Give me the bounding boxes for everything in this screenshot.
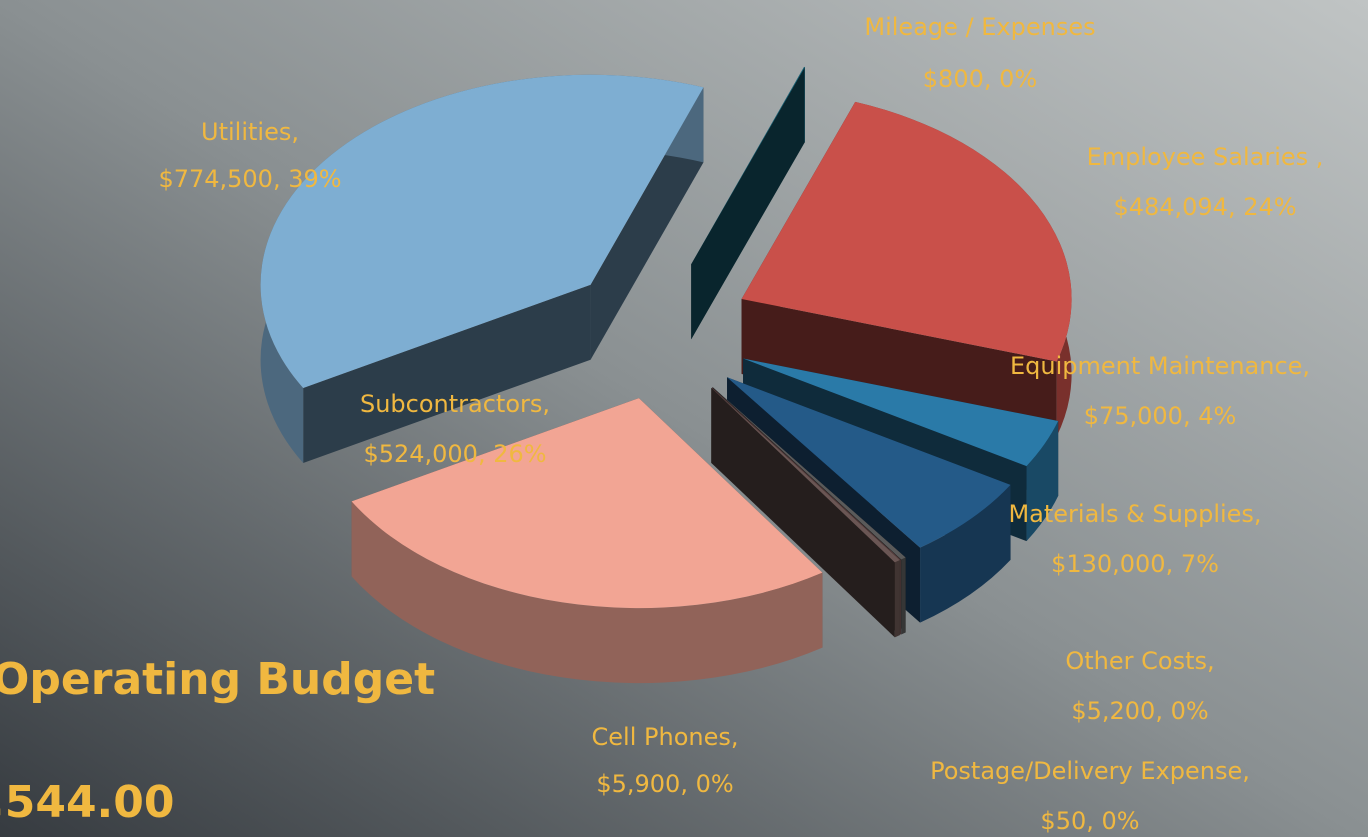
slice-value-label: $774,500, 39% xyxy=(158,165,341,193)
slice-side xyxy=(804,66,805,143)
slice-label: Mileage / Expenses xyxy=(864,13,1095,41)
slice-label: Utilities, xyxy=(201,118,299,146)
slice xyxy=(691,66,805,265)
slice-side xyxy=(894,560,900,638)
slice-cut-face xyxy=(711,387,895,638)
slice-value-label: $5,900, 0% xyxy=(596,770,733,798)
slice-value-label: $5,200, 0% xyxy=(1071,697,1208,725)
slice-side xyxy=(920,484,1011,623)
slice-label: Employee Salaries , xyxy=(1087,143,1324,171)
slice-side xyxy=(901,557,906,635)
slice-label: Postage/Delivery Expense, xyxy=(930,757,1250,785)
slice-cut-face xyxy=(741,299,1057,437)
slice xyxy=(712,387,901,560)
slice xyxy=(712,387,906,560)
slice-value-label: $130,000, 7% xyxy=(1051,550,1219,578)
slice xyxy=(727,377,1011,548)
slice-value-label: $50, 0% xyxy=(1040,807,1139,835)
slice xyxy=(711,387,900,563)
slice-value-label: $800, 0% xyxy=(923,65,1037,93)
slice-label: Cell Phones, xyxy=(592,723,739,751)
slice xyxy=(260,74,704,388)
slice-label: Subcontractors, xyxy=(360,390,550,418)
slice-label: Materials & Supplies, xyxy=(1008,500,1261,528)
slice-label: Equipment Maintenance, xyxy=(1010,352,1310,380)
slice-label: Other Costs, xyxy=(1065,647,1214,675)
slice-side xyxy=(351,501,823,684)
slice xyxy=(351,398,823,609)
slice xyxy=(743,358,1059,467)
slice-value-label: $524,000, 26% xyxy=(363,440,546,468)
slice-value-label: $484,094, 24% xyxy=(1113,193,1296,221)
chart-title: Operating Budget xyxy=(0,654,435,705)
slice-cut-face xyxy=(303,284,591,463)
slice-value-label: $75,000, 4% xyxy=(1084,402,1237,430)
slice-side xyxy=(1026,420,1059,542)
slice-cut-face xyxy=(691,67,805,340)
slice xyxy=(741,101,1072,362)
chart-subtitle: ,544.00 xyxy=(0,777,175,828)
